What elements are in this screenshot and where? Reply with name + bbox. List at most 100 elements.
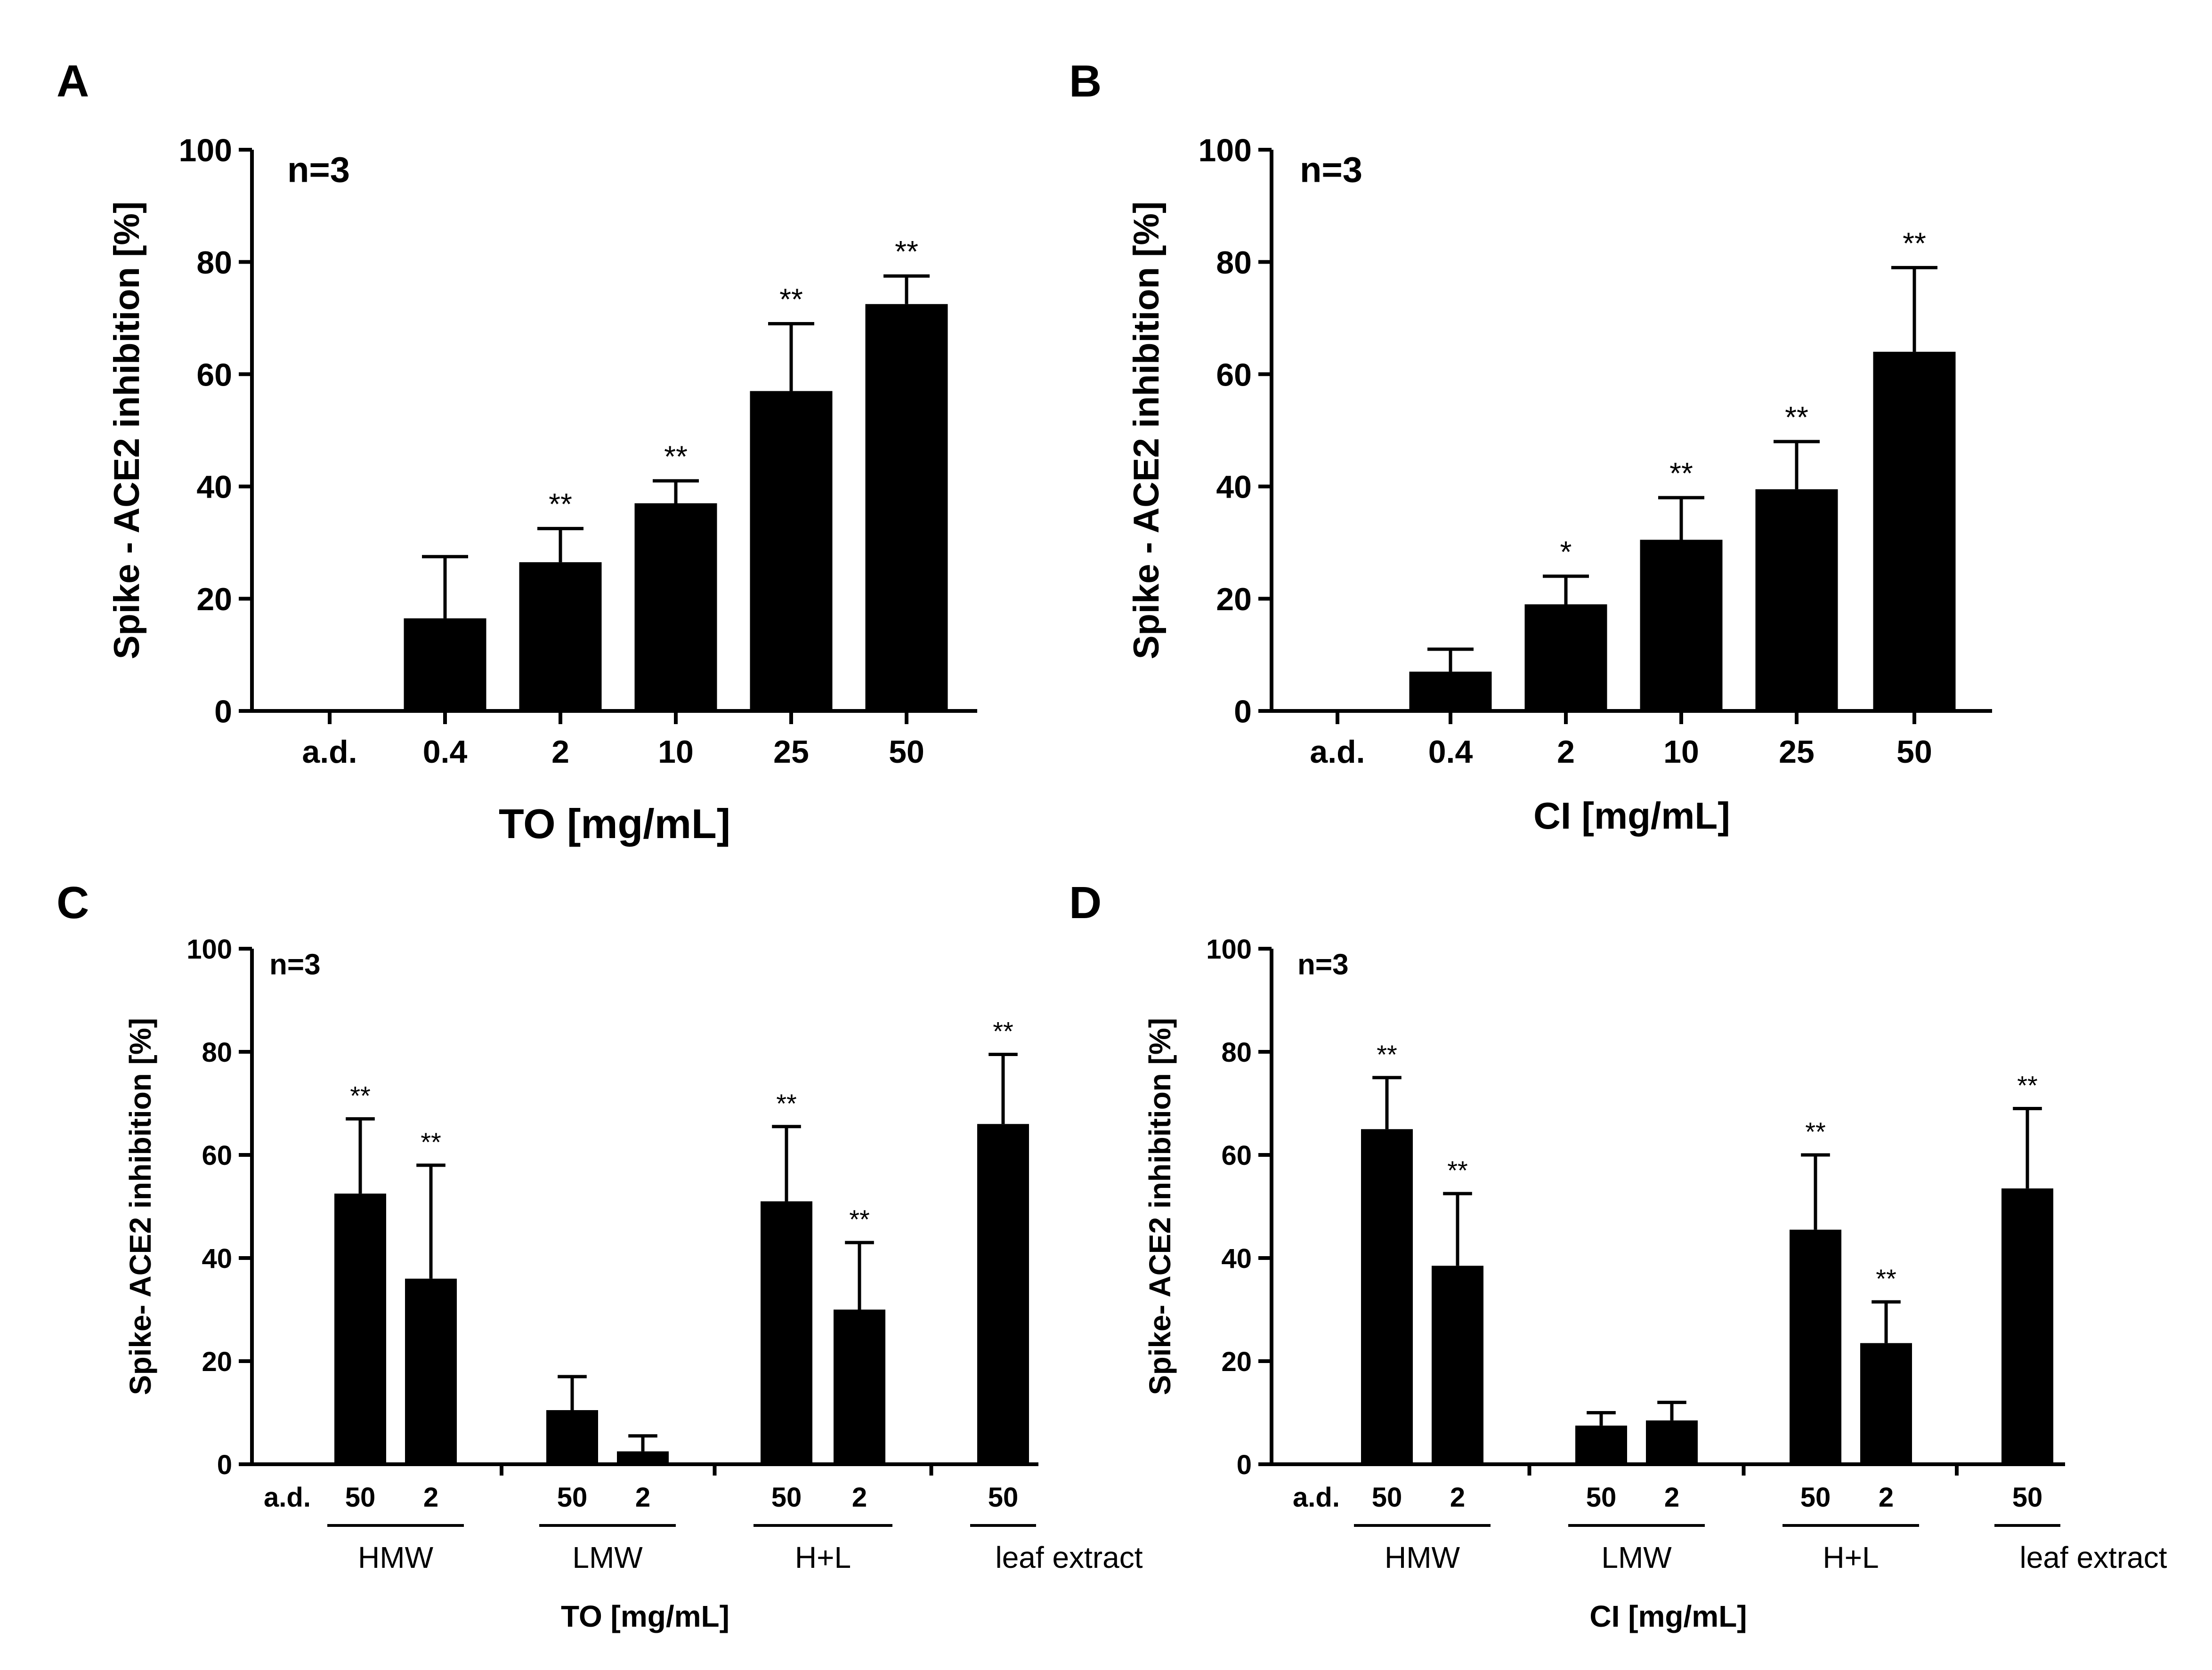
x-tick-label: 50 xyxy=(557,1482,588,1513)
panel-letter: D xyxy=(1069,878,1102,928)
y-tick-label: 40 xyxy=(1216,469,1252,505)
y-axis-label: Spike- ACE2 inhibition [%] xyxy=(1143,1018,1177,1395)
bar xyxy=(546,1410,598,1464)
significance-marker: ** xyxy=(664,439,688,473)
y-tick-label: 100 xyxy=(1206,934,1252,965)
significance-marker: ** xyxy=(421,1127,441,1157)
bar xyxy=(1755,489,1838,711)
y-tick-label: 100 xyxy=(1199,132,1252,168)
y-tick-label: 80 xyxy=(202,1037,232,1068)
x-tick-label: 2 xyxy=(852,1482,867,1513)
x-tick-label: 2 xyxy=(635,1482,650,1513)
significance-marker: ** xyxy=(776,1089,797,1118)
group-label: leaf extract xyxy=(2019,1541,2167,1574)
x-tick-label: a.d. xyxy=(1293,1482,1340,1513)
x-tick-label: 2 xyxy=(423,1482,438,1513)
group-label: LMW xyxy=(572,1541,643,1574)
x-tick-label: 50 xyxy=(1586,1482,1617,1513)
sample-size-annotation: n=3 xyxy=(269,949,321,981)
bar xyxy=(2001,1188,2053,1464)
bar xyxy=(1646,1420,1698,1464)
y-tick-label: 0 xyxy=(1234,694,1252,729)
significance-marker: ** xyxy=(849,1204,870,1234)
bar xyxy=(405,1278,457,1464)
y-tick-label: 20 xyxy=(202,1347,232,1377)
bar xyxy=(834,1309,885,1464)
significance-marker: ** xyxy=(1377,1040,1397,1069)
panel-a: A 0 20 40 60 80 100 Spike - ACE2 inhibition [%]… xyxy=(57,56,977,847)
y-tick-label: 20 xyxy=(1221,1347,1252,1377)
y-tick-label: 0 xyxy=(1237,1450,1252,1480)
sample-size-annotation: n=3 xyxy=(1297,949,1349,981)
significance-marker: ** xyxy=(779,282,803,316)
significance-marker: ** xyxy=(1876,1264,1896,1293)
y-tick-label: 40 xyxy=(202,1243,232,1274)
significance-marker: ** xyxy=(895,234,918,268)
significance-marker: ** xyxy=(350,1081,371,1110)
y-tick-label: 20 xyxy=(1216,581,1252,617)
significance-marker: ** xyxy=(1447,1155,1468,1185)
y-tick-label: 40 xyxy=(196,469,232,505)
y-axis-label: Spike- ACE2 inhibition [%] xyxy=(123,1018,157,1395)
x-tick-label: 50 xyxy=(1896,734,1932,770)
x-tick-label: 50 xyxy=(1372,1482,1402,1513)
x-tick-label: 50 xyxy=(345,1482,376,1513)
x-tick-label: a.d. xyxy=(264,1482,311,1513)
significance-marker: ** xyxy=(549,487,572,521)
group-label: LMW xyxy=(1601,1541,1672,1574)
significance-marker: * xyxy=(1560,535,1572,569)
x-tick-label: 2 xyxy=(1664,1482,1679,1513)
x-tick-label: 50 xyxy=(2012,1482,2043,1513)
x-tick-label: 0.4 xyxy=(1428,734,1473,770)
x-tick-label: 2 xyxy=(1557,734,1575,770)
significance-marker: ** xyxy=(1903,226,1926,260)
y-axis-label: Spike - ACE2 inhibition [%] xyxy=(107,202,147,660)
significance-marker: ** xyxy=(993,1016,1013,1046)
x-axis-label: CI [mg/mL] xyxy=(1589,1599,1747,1633)
x-tick-label: 10 xyxy=(1663,734,1699,770)
y-tick-label: 80 xyxy=(1221,1037,1252,1068)
panel-d: D 0 20 40 60 80 100 Spike- ACE2 inhibition [%] n… xyxy=(1069,878,2167,1633)
y-tick-label: 80 xyxy=(1216,245,1252,281)
x-tick-label: 50 xyxy=(1800,1482,1831,1513)
panel-c: C 0 20 40 60 80 100 Spike- ACE2 inhibition [%] n… xyxy=(57,878,1143,1633)
bar xyxy=(761,1201,812,1464)
bar xyxy=(634,503,717,711)
bar xyxy=(977,1124,1029,1464)
y-tick-label: 60 xyxy=(1221,1140,1252,1171)
x-tick-label: a.d. xyxy=(302,734,357,770)
significance-marker: ** xyxy=(1805,1117,1826,1146)
bar xyxy=(519,562,602,711)
bar xyxy=(1640,540,1723,711)
x-tick-label: 0.4 xyxy=(423,734,468,770)
bar xyxy=(865,304,948,711)
x-axis-label: TO [mg/mL] xyxy=(561,1599,729,1633)
x-tick-label: 50 xyxy=(771,1482,802,1513)
group-label: H+L xyxy=(1823,1541,1879,1574)
sample-size-annotation: n=3 xyxy=(1300,150,1362,190)
bar xyxy=(617,1451,669,1464)
y-tick-label: 0 xyxy=(214,694,232,729)
x-tick-label: 10 xyxy=(658,734,694,770)
bar xyxy=(1432,1266,1483,1464)
y-tick-label: 80 xyxy=(196,245,232,281)
bar xyxy=(1575,1425,1627,1464)
significance-marker: ** xyxy=(2017,1070,2038,1100)
x-tick-label: 50 xyxy=(988,1482,1019,1513)
x-tick-label: 2 xyxy=(1450,1482,1465,1513)
bar xyxy=(404,618,486,711)
y-tick-label: 100 xyxy=(179,132,232,168)
significance-marker: ** xyxy=(1669,456,1693,490)
y-tick-label: 40 xyxy=(1221,1243,1252,1274)
sample-size-annotation: n=3 xyxy=(287,150,350,190)
y-tick-label: 0 xyxy=(217,1450,232,1480)
bar xyxy=(1790,1229,1841,1464)
bar xyxy=(1409,671,1492,711)
y-axis-label: Spike - ACE2 inhibition [%] xyxy=(1126,202,1167,660)
group-label: HMW xyxy=(358,1541,434,1574)
panel-b: B 0 20 40 60 80 100 Spike - ACE2 inhibition [%]… xyxy=(1069,56,1992,837)
panel-letter: B xyxy=(1069,56,1102,106)
group-label: H+L xyxy=(795,1541,851,1574)
x-tick-label: a.d. xyxy=(1310,734,1365,770)
